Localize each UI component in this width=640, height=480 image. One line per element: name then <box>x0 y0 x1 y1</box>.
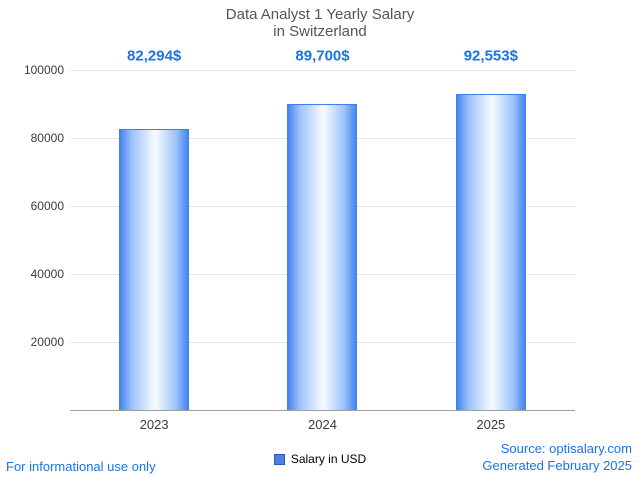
bar-slot-2023 <box>70 129 238 410</box>
legend-swatch-icon <box>273 453 285 465</box>
x-axis-label-2024: 2024 <box>308 417 337 432</box>
legend-label: Salary in USD <box>290 452 367 466</box>
chart-title-line2: in Switzerland <box>273 23 367 40</box>
chart-title: Data Analyst 1 Yearly Salary in Switzerl… <box>0 6 640 40</box>
y-tick-label-20000: 20000 <box>30 335 64 349</box>
bar-slot-2025 <box>407 94 575 410</box>
chart-title-line1: Data Analyst 1 Yearly Salary <box>225 6 415 23</box>
y-tick-label-60000: 60000 <box>30 199 64 213</box>
x-axis-label-2023: 2023 <box>139 417 169 432</box>
bar-2023[interactable] <box>119 129 190 410</box>
y-tick-label-100000: 100000 <box>23 63 64 77</box>
generated-date: Generated February 2025 <box>482 458 632 473</box>
legend: Salary in USD <box>0 452 640 466</box>
value-label-2024: 89,700$ <box>295 47 350 65</box>
value-label-2025: 92,553$ <box>463 47 518 65</box>
source-block: Source: optisalary.com Generated Februar… <box>482 440 632 474</box>
plot-area: 82,294$ 89,700$ 92,553$ 20000 40000 60000 800… <box>24 48 575 432</box>
y-tick-label-80000: 80000 <box>30 131 64 145</box>
value-label-2023: 82,294$ <box>127 47 182 65</box>
disclaimer-text: For informational use only <box>6 459 156 474</box>
x-axis-line <box>70 410 575 411</box>
x-axis-label-2025: 2025 <box>476 417 506 432</box>
source-link[interactable]: Source: optisalary.com <box>500 441 632 456</box>
bar-2024[interactable] <box>287 104 358 410</box>
bar-2025[interactable] <box>455 94 526 410</box>
y-tick-label-40000: 40000 <box>30 267 64 281</box>
bar-slot-2024 <box>238 104 406 410</box>
gridline-100000 <box>70 70 575 71</box>
